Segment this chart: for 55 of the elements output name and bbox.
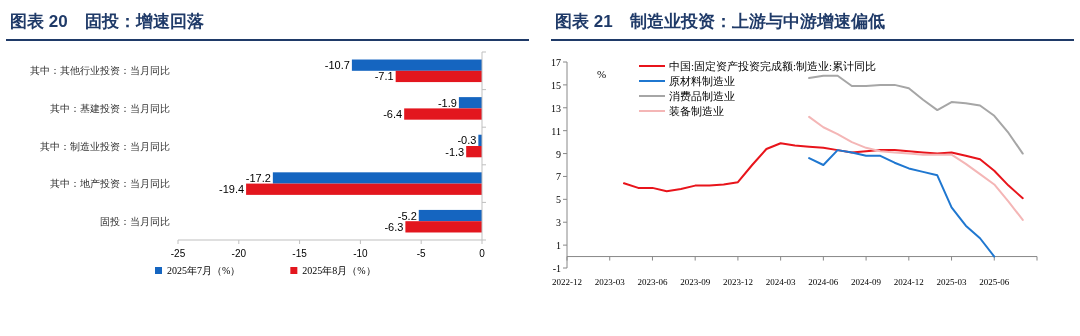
x-tick-label: -10 (353, 248, 369, 259)
y-tick-label: 11 (551, 125, 561, 137)
y-tick-label: 其中：制造业投资：当月同比 (40, 140, 170, 152)
x-tick-label: -20 (231, 248, 247, 259)
line-series (808, 149, 996, 258)
legend-label: 中国:固定资产投资完成额:制造业:累计同比 (669, 60, 877, 72)
legend-label: 原材料制造业 (669, 75, 735, 87)
x-tick-label: 2025-03 (936, 277, 968, 287)
data-label: -1.3 (445, 145, 465, 158)
data-label: -0.3 (457, 134, 477, 147)
legend-label: 装备制造业 (669, 105, 724, 117)
line-series (808, 115, 1024, 221)
y-axis-title: % (597, 68, 607, 80)
chart-title: 图表 21 制造业投资：上游与中游增速偏低 (555, 12, 885, 31)
x-tick-label: -25 (170, 248, 186, 259)
data-label: -6.3 (384, 220, 404, 233)
data-label: -5.2 (397, 209, 417, 222)
y-tick-label: 固投：当月同比 (100, 215, 170, 227)
y-tick-label: 7 (556, 171, 561, 183)
x-tick-label: 2024-03 (765, 277, 797, 287)
y-tick-label: 其中：基建投资：当月同比 (50, 102, 170, 114)
chart-title: 图表 20 固投：增速回落 (10, 12, 204, 31)
line-series (622, 142, 1024, 200)
x-tick-label: 0 (479, 248, 486, 259)
y-tick-label: 其中：地产投资：当月同比 (50, 178, 170, 190)
x-tick-label: 2025-06 (979, 277, 1010, 287)
x-tick-label: 2024-09 (851, 277, 882, 287)
legend-label: 2025年8月（%） (302, 265, 376, 276)
y-tick-label: -1 (552, 263, 561, 274)
x-tick-label: 2024-12 (893, 277, 924, 287)
x-tick-label: -15 (292, 248, 308, 259)
y-tick-label: 15 (551, 79, 561, 91)
x-tick-label: 2022-12 (552, 277, 582, 287)
line-series (808, 74, 1024, 155)
x-tick-label: 2023-06 (637, 277, 668, 287)
x-tick-label: -5 (416, 248, 427, 259)
y-tick-label: 9 (556, 148, 561, 160)
legend-label: 2025年7月（%） (167, 265, 241, 276)
legend-label: 消费品制造业 (669, 90, 735, 102)
y-tick-label: 1 (556, 240, 561, 252)
data-label: -1.9 (437, 96, 457, 109)
x-tick-label: 2024-06 (808, 277, 839, 287)
y-tick-label: 17 (551, 57, 561, 68)
x-tick-label: 2023-12 (722, 277, 753, 287)
data-label: -6.4 (383, 108, 403, 121)
y-tick-label: 3 (556, 217, 561, 229)
data-label: -17.2 (245, 171, 271, 184)
data-label: -7.1 (374, 70, 394, 83)
data-label: -19.4 (219, 183, 245, 196)
y-tick-label: 13 (551, 102, 561, 114)
x-tick-label: 2023-09 (680, 277, 711, 287)
y-tick-label: 5 (556, 194, 561, 206)
x-tick-label: 2023-03 (594, 277, 626, 287)
y-tick-label: 其中：其他行业投资：当月同比 (30, 65, 170, 77)
data-label: -10.7 (324, 59, 350, 72)
